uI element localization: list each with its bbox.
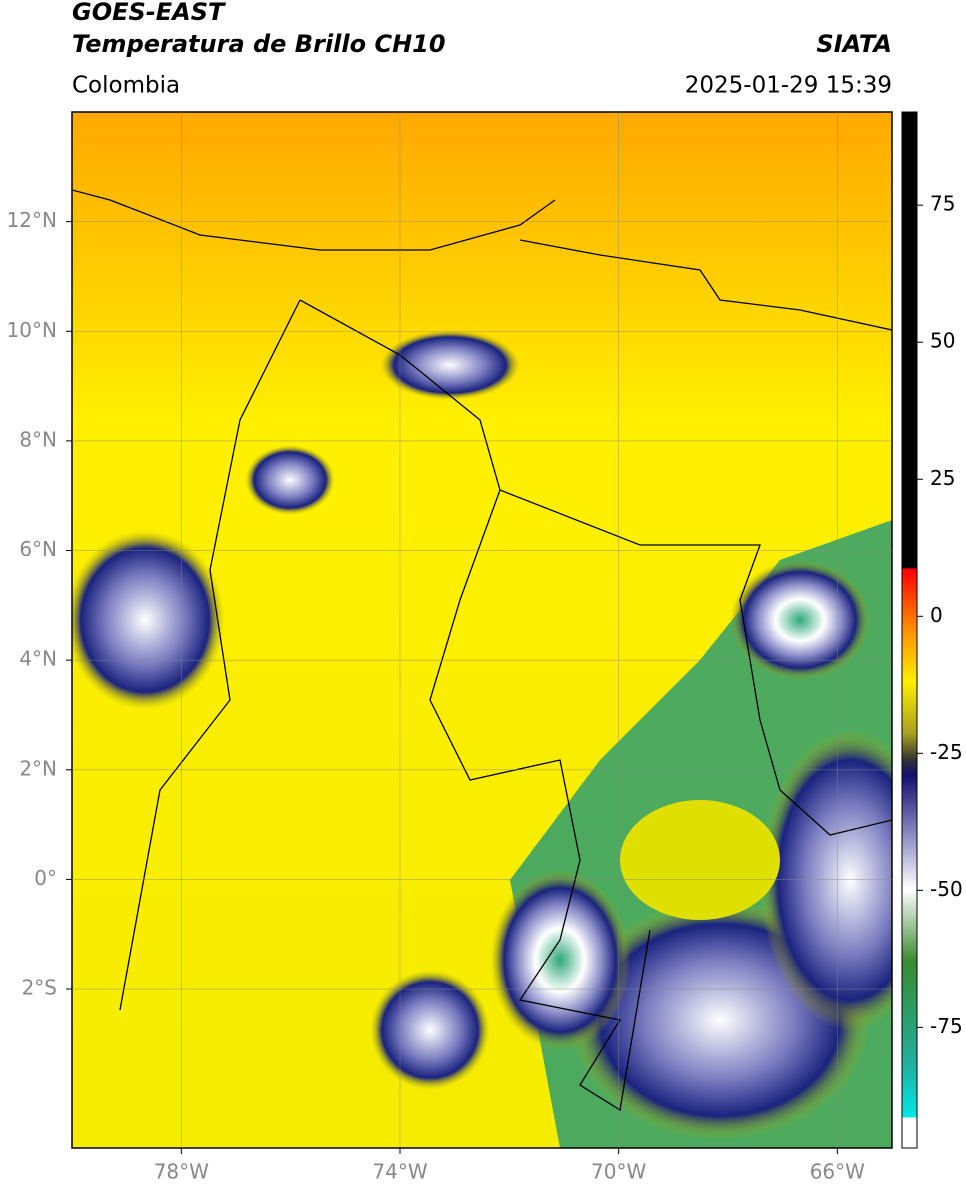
x-tick-label: 78°W [154, 1160, 209, 1184]
imagery [72, 112, 892, 1148]
y-tick-label: 12°N [7, 208, 57, 232]
colorbar-tick-label: 50 [930, 329, 955, 353]
source: SIATA [816, 30, 892, 58]
title: GOES-EAST [72, 0, 226, 26]
x-tick-label: 70°W [591, 1160, 646, 1184]
region: Colombia [72, 73, 180, 99]
y-tick-label: 2°N [19, 756, 57, 780]
y-tick-label: 2°S [22, 976, 57, 1000]
colorbar [901, 111, 918, 1149]
colorbar-tick-label: -50 [930, 877, 963, 901]
colorbar-tick-label: 0 [930, 603, 943, 627]
y-tick-label: 10°N [7, 318, 57, 342]
y-tick-label: 6°N [19, 537, 57, 561]
y-tick-label: 8°N [19, 427, 57, 451]
x-tick-label: 74°W [372, 1160, 427, 1184]
subtitle: Temperatura de Brillo CH10 [72, 30, 446, 58]
map-frame [71, 111, 893, 1149]
y-tick-label: 4°N [19, 647, 57, 671]
datetime: 2025-01-29 15:39 [685, 73, 892, 99]
x-tick-label: 66°W [810, 1160, 865, 1184]
colorbar-tick-label: -75 [930, 1014, 963, 1038]
y-tick-label: 0° [34, 866, 57, 890]
colorbar-tick-label: -25 [930, 740, 963, 764]
colorbar-tick-label: 75 [930, 192, 955, 216]
colorbar-tick-label: 25 [930, 466, 955, 490]
